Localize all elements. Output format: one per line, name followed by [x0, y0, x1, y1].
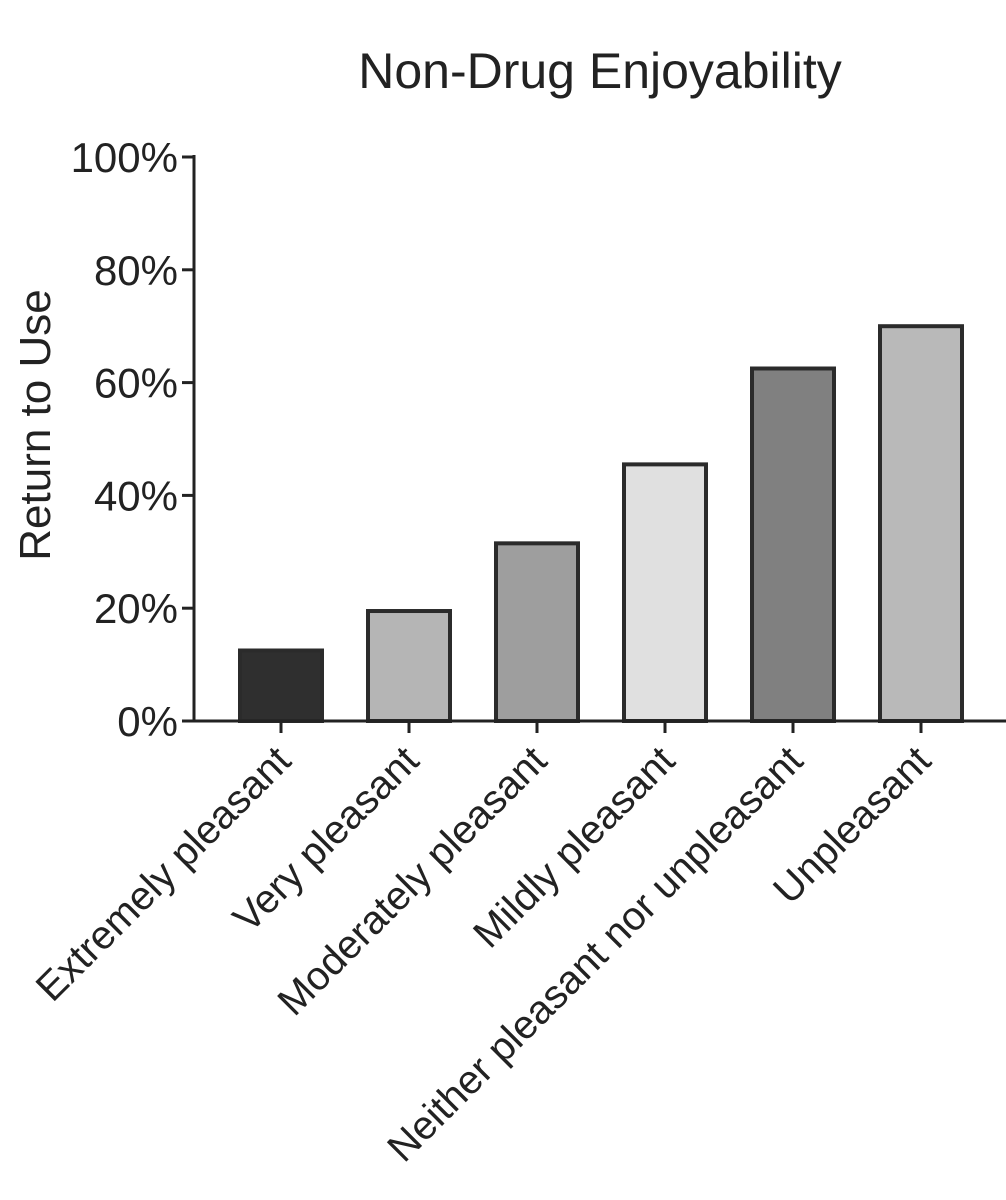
chart-title: Non-Drug Enjoyability: [358, 43, 842, 99]
y-tick-label: 80%: [94, 247, 178, 294]
bar: [878, 324, 964, 723]
y-tick-label: 100%: [71, 134, 178, 181]
bar: [238, 648, 324, 723]
y-axis-title: Return to Use: [11, 289, 60, 560]
y-tick-label: 0%: [117, 698, 178, 745]
bars: [238, 324, 964, 724]
x-tick-label: Extremely pleasant: [28, 738, 300, 1010]
bar: [366, 609, 452, 724]
y-tick-label: 20%: [94, 585, 178, 632]
y-axis-ticks: 0% 20% 40% 60% 80% 100%: [71, 134, 194, 745]
y-tick-label: 60%: [94, 360, 178, 407]
bar: [494, 541, 580, 724]
bar: [750, 366, 836, 723]
bar: [622, 462, 708, 723]
y-tick-label: 40%: [94, 472, 178, 519]
